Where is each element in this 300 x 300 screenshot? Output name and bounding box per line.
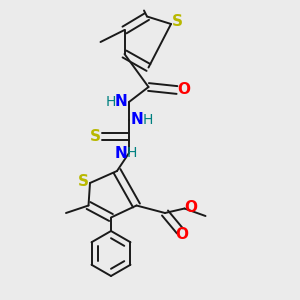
- Text: S: S: [90, 129, 101, 144]
- Text: N: N: [114, 146, 127, 160]
- Text: O: O: [177, 82, 190, 97]
- Text: N: N: [114, 94, 127, 110]
- Text: H: H: [142, 113, 153, 127]
- Text: O: O: [184, 200, 198, 215]
- Text: O: O: [175, 227, 188, 242]
- Text: N: N: [131, 112, 144, 128]
- Text: S: S: [78, 174, 89, 189]
- Text: H: H: [127, 146, 137, 160]
- Text: S: S: [172, 14, 183, 28]
- Text: H: H: [105, 95, 116, 109]
